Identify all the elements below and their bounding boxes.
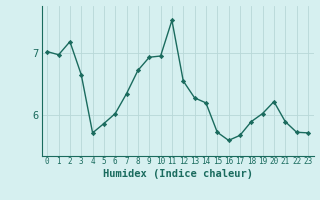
X-axis label: Humidex (Indice chaleur): Humidex (Indice chaleur) — [103, 169, 252, 179]
